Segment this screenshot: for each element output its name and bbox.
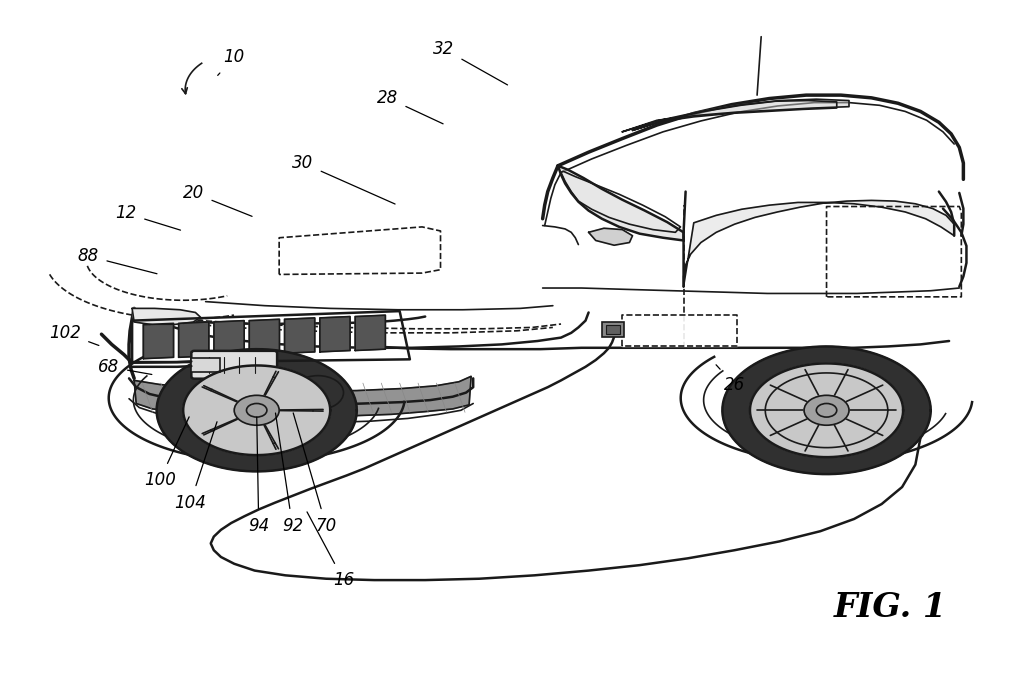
Bar [191, 358, 220, 372]
Polygon shape [623, 315, 736, 346]
Polygon shape [132, 308, 201, 325]
Text: 100: 100 [143, 417, 189, 489]
Polygon shape [183, 366, 330, 455]
Polygon shape [143, 323, 173, 359]
Text: 102: 102 [49, 324, 99, 346]
Polygon shape [285, 318, 314, 353]
Bar [602, 322, 625, 337]
Text: 68: 68 [98, 358, 152, 376]
Polygon shape [558, 166, 684, 241]
Polygon shape [623, 99, 849, 132]
Polygon shape [750, 364, 903, 457]
Text: 94: 94 [248, 417, 269, 535]
Polygon shape [134, 376, 471, 417]
Polygon shape [280, 227, 440, 274]
Polygon shape [684, 201, 954, 286]
Text: 30: 30 [292, 154, 395, 204]
Circle shape [804, 396, 849, 425]
Text: 10: 10 [218, 48, 245, 76]
Text: 92: 92 [275, 413, 303, 535]
Text: 16: 16 [307, 512, 354, 589]
Text: 12: 12 [116, 205, 180, 230]
Polygon shape [589, 228, 633, 246]
Polygon shape [134, 145, 970, 351]
Polygon shape [722, 346, 931, 474]
Polygon shape [355, 315, 385, 351]
Text: 88: 88 [78, 247, 157, 273]
Circle shape [293, 376, 343, 410]
Text: 70: 70 [293, 413, 337, 535]
Text: 104: 104 [174, 421, 217, 512]
Polygon shape [249, 319, 280, 355]
Bar [606, 325, 621, 334]
FancyBboxPatch shape [191, 351, 278, 379]
Circle shape [234, 396, 280, 425]
Text: 32: 32 [433, 40, 508, 85]
Polygon shape [178, 322, 209, 357]
Polygon shape [826, 207, 962, 297]
Text: 20: 20 [182, 184, 252, 216]
Polygon shape [157, 349, 356, 471]
Text: 26: 26 [716, 365, 745, 394]
Text: 28: 28 [377, 89, 443, 124]
Polygon shape [319, 316, 350, 352]
Polygon shape [214, 321, 244, 356]
Text: FIG. 1: FIG. 1 [834, 591, 946, 624]
